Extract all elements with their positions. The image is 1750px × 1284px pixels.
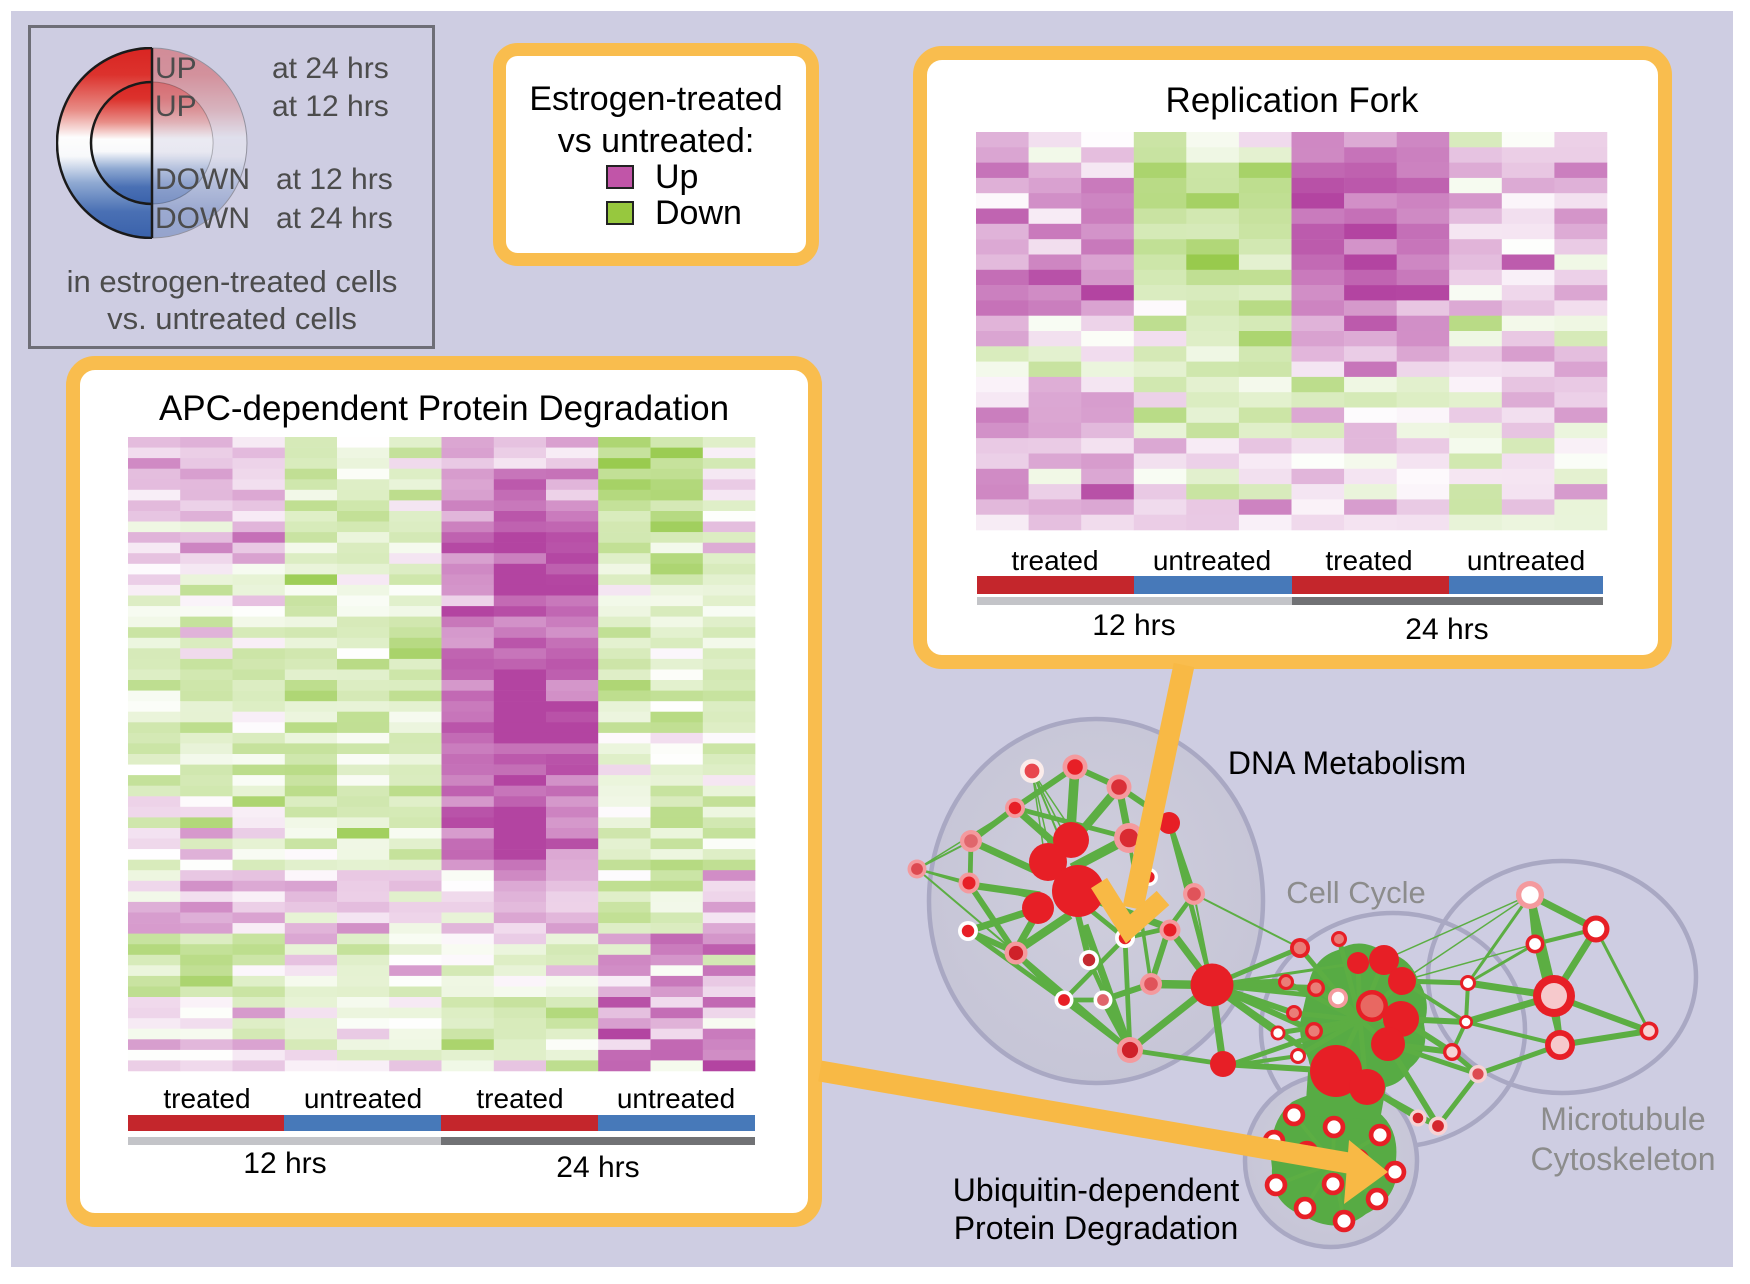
svg-text:DOWN: DOWN bbox=[155, 202, 250, 235]
svg-text:UP: UP bbox=[155, 52, 197, 85]
svg-text:DOWN: DOWN bbox=[155, 163, 250, 196]
svg-text:Up: Up bbox=[655, 158, 698, 196]
svg-text:untreated: untreated bbox=[1467, 545, 1585, 576]
svg-text:treated: treated bbox=[1325, 545, 1412, 576]
svg-text:Replication Fork: Replication Fork bbox=[1166, 81, 1419, 120]
svg-text:Down: Down bbox=[655, 194, 742, 232]
svg-text:at 12 hrs: at 12 hrs bbox=[272, 90, 389, 123]
svg-text:Ubiquitin-dependent: Ubiquitin-dependent bbox=[953, 1172, 1240, 1208]
svg-text:vs untreated:: vs untreated: bbox=[558, 122, 755, 160]
svg-text:treated: treated bbox=[163, 1083, 250, 1114]
svg-text:Estrogen-treated: Estrogen-treated bbox=[529, 80, 782, 118]
svg-text:UP: UP bbox=[155, 90, 197, 123]
svg-text:24 hrs: 24 hrs bbox=[1405, 613, 1488, 646]
svg-text:24 hrs: 24 hrs bbox=[556, 1151, 639, 1184]
svg-text:at 24 hrs: at 24 hrs bbox=[272, 52, 389, 85]
svg-text:at 12 hrs: at 12 hrs bbox=[276, 163, 393, 196]
svg-text:Cytoskeleton: Cytoskeleton bbox=[1531, 1141, 1716, 1177]
svg-text:APC-dependent Protein Degradat: APC-dependent Protein Degradation bbox=[159, 389, 729, 428]
svg-text:Protein Degradation: Protein Degradation bbox=[954, 1210, 1239, 1246]
svg-text:untreated: untreated bbox=[304, 1083, 422, 1114]
svg-text:12 hrs: 12 hrs bbox=[1092, 609, 1175, 642]
svg-text:in estrogen-treated cells: in estrogen-treated cells bbox=[67, 264, 398, 299]
svg-text:treated: treated bbox=[476, 1083, 563, 1114]
svg-text:12 hrs: 12 hrs bbox=[243, 1147, 326, 1180]
svg-text:vs. untreated cells: vs. untreated cells bbox=[107, 301, 357, 336]
svg-text:untreated: untreated bbox=[617, 1083, 735, 1114]
svg-text:Microtubule: Microtubule bbox=[1540, 1101, 1705, 1137]
svg-text:Cell Cycle: Cell Cycle bbox=[1286, 875, 1426, 910]
svg-text:at 24 hrs: at 24 hrs bbox=[276, 202, 393, 235]
svg-text:treated: treated bbox=[1011, 545, 1098, 576]
svg-text:untreated: untreated bbox=[1153, 545, 1271, 576]
svg-text:DNA Metabolism: DNA Metabolism bbox=[1228, 745, 1466, 781]
